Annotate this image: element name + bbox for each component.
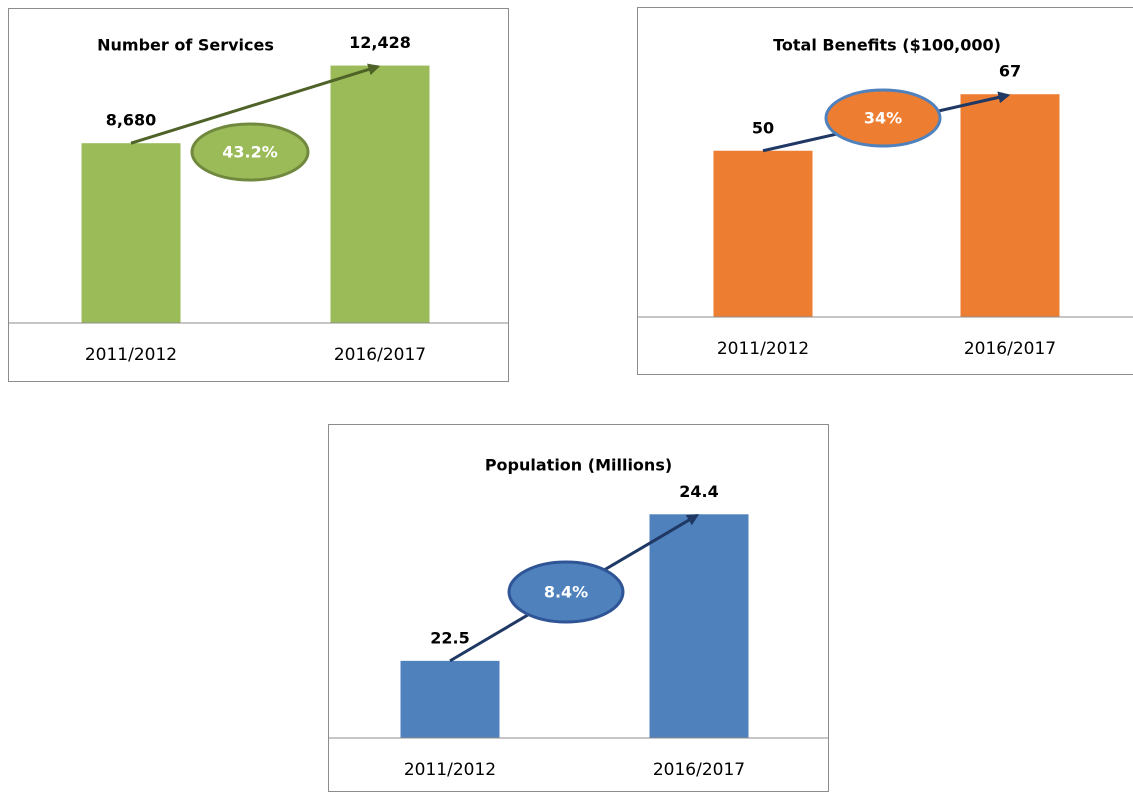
value-label: 8,680 bbox=[106, 111, 157, 130]
value-label: 24.4 bbox=[679, 482, 718, 501]
annotation-bubble bbox=[190, 122, 310, 182]
chart: 22.5 2011/2012 24.4 2016/2017 Population (Mi… bbox=[328, 424, 829, 792]
bar bbox=[330, 65, 430, 323]
chart: 8,680 2011/2012 12,428 2016/2017 Number of S… bbox=[8, 8, 509, 382]
chart-title: Number of Services bbox=[97, 36, 274, 55]
annotation: 34% bbox=[864, 109, 902, 128]
x-tick-label: 2016/2017 bbox=[653, 760, 745, 780]
value-label: 12,428 bbox=[349, 33, 411, 52]
bar bbox=[649, 514, 749, 738]
x-tick-label: 2011/2012 bbox=[717, 339, 809, 359]
x-tick-label: 2011/2012 bbox=[404, 760, 496, 780]
annotation: 8.4% bbox=[544, 583, 588, 602]
value-label: 22.5 bbox=[430, 628, 469, 647]
value-label: 67 bbox=[999, 62, 1021, 81]
annotation-bubble bbox=[824, 88, 942, 148]
chart-title: Population (Millions) bbox=[485, 456, 672, 475]
x-tick-label: 2016/2017 bbox=[334, 345, 426, 365]
bar bbox=[713, 150, 813, 317]
x-tick-label: 2011/2012 bbox=[85, 345, 177, 365]
annotation-bubble bbox=[507, 560, 625, 624]
bar bbox=[400, 660, 500, 738]
value-label: 50 bbox=[752, 118, 774, 137]
x-tick-label: 2016/2017 bbox=[964, 339, 1056, 359]
trend-arrow bbox=[130, 63, 381, 145]
bar bbox=[81, 143, 181, 323]
bar bbox=[960, 94, 1060, 317]
chart-title: Total Benefits ($100,000) bbox=[773, 36, 1001, 55]
chart: 50 2011/2012 67 2016/2017 Total Benefits ($1… bbox=[637, 7, 1133, 375]
annotation: 43.2% bbox=[222, 143, 278, 162]
